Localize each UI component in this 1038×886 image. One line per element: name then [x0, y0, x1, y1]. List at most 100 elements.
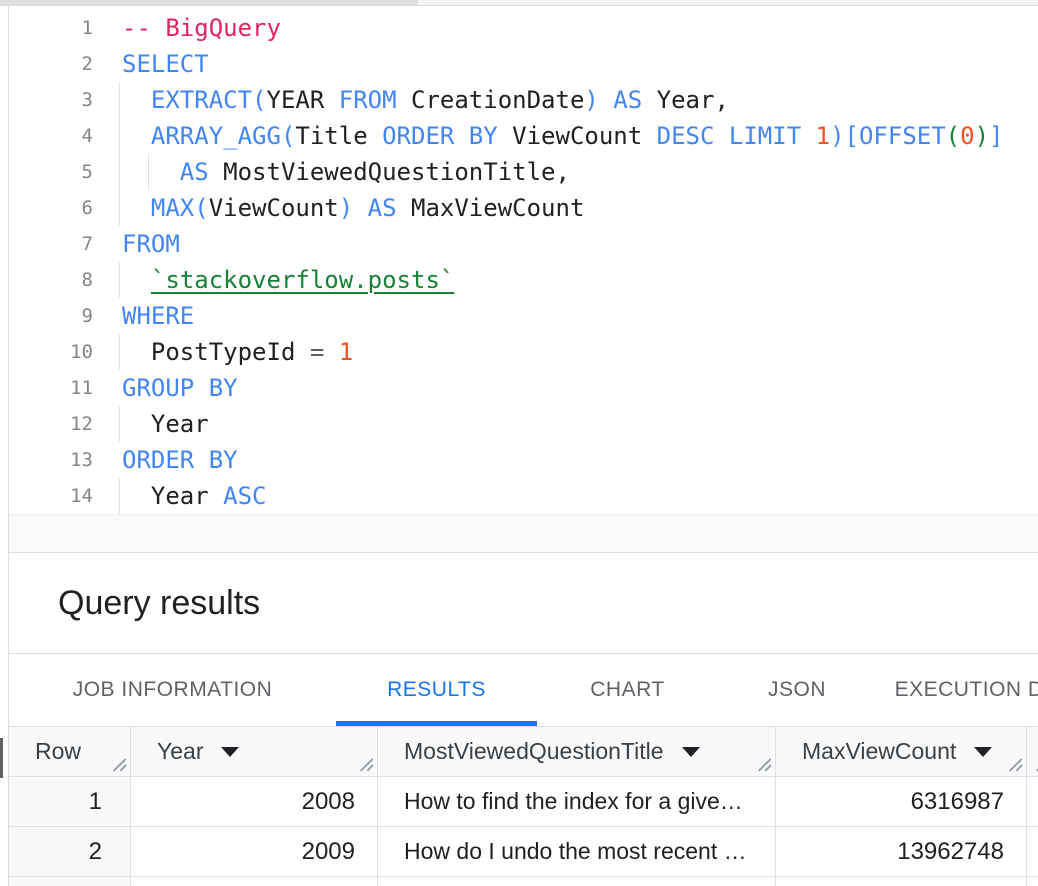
table-reference-link[interactable]: `stackoverflow.posts`: [150, 266, 455, 294]
code-text: WHERE: [122, 298, 194, 334]
token-kw: AS: [613, 86, 643, 114]
token-id: [122, 266, 151, 294]
token-id: [368, 122, 382, 150]
token-kw: ARRAY_AGG(: [150, 122, 296, 150]
sql-editor[interactable]: 1 -- BigQuery 2 SELECT 3 EXTRACT(YEAR FROM C…: [9, 6, 1038, 553]
code-line[interactable]: 4 ARRAY_AGG(Title ORDER BY ViewCount DES…: [9, 118, 1038, 154]
resize-grip-icon[interactable]: [113, 759, 126, 772]
tab-job-information[interactable]: JOB INFORMATION: [72, 678, 273, 701]
left-edge-divider: [0, 0, 9, 886]
token-kw: AS: [179, 158, 209, 186]
code-text: AS MostViewedQuestionTitle,: [119, 154, 570, 190]
code-line[interactable]: 7 FROM: [9, 226, 1038, 262]
resize-grip-icon[interactable]: [360, 759, 373, 772]
column-header-maxviewcount[interactable]: MaxViewCount: [776, 727, 1027, 776]
token-num: 0: [960, 122, 975, 150]
caret-down-icon[interactable]: [681, 746, 700, 757]
code-line[interactable]: 6 MAX(ViewCount) AS MaxViewCount: [9, 190, 1038, 226]
line-number: 3: [81, 89, 93, 111]
code-line[interactable]: 5 AS MostViewedQuestionTitle,: [9, 154, 1038, 190]
token-grn: ): [974, 122, 990, 150]
table-cell: [9, 877, 131, 886]
token-kw: WHERE: [122, 302, 195, 330]
line-number: 1: [81, 17, 93, 39]
results-table: Row Year MostViewedQuestionTitle MaxViewCou…: [9, 727, 1038, 886]
token-id: PostTypeId: [150, 338, 310, 366]
tab-results[interactable]: RESULTS: [336, 654, 537, 726]
resize-grip-icon[interactable]: [1009, 759, 1022, 772]
token-kw: ): [338, 194, 354, 222]
indent-guide-line: [119, 406, 120, 442]
code-line[interactable]: 12 Year: [9, 406, 1038, 442]
code-line[interactable]: 11 GROUP BY: [9, 370, 1038, 406]
token-id: YEAR: [266, 86, 325, 114]
code-text: ARRAY_AGG(Title ORDER BY ViewCount DESC …: [119, 118, 1003, 154]
column-header-row[interactable]: Row: [9, 727, 131, 776]
column-header-mostviewedquestiontitle[interactable]: MostViewedQuestionTitle: [378, 727, 776, 776]
code-line[interactable]: 10 PostTypeId = 1: [9, 334, 1038, 370]
code-line[interactable]: 1 -- BigQuery: [9, 10, 1038, 46]
token-id: [122, 122, 151, 150]
tab-chart[interactable]: CHART: [590, 678, 665, 701]
resize-grip-icon[interactable]: [758, 759, 771, 772]
table-cell: 13962748: [776, 827, 1027, 876]
table-cell: [776, 877, 1027, 886]
line-number: 11: [70, 377, 93, 399]
table-cell: 1: [9, 777, 131, 826]
vertical-scrollbar-thumb[interactable]: [0, 738, 3, 778]
code-text: PostTypeId = 1: [119, 334, 354, 370]
line-number: 12: [70, 413, 93, 435]
token-kw: EXTRACT(: [150, 86, 267, 114]
token-id: [122, 338, 151, 366]
table-cell: [131, 877, 378, 886]
line-number: 14: [70, 485, 93, 507]
token-kw: ): [584, 86, 599, 114]
column-label: Row: [35, 738, 82, 764]
code-text: GROUP BY: [122, 370, 238, 406]
line-number: 8: [81, 269, 93, 291]
token-id: [122, 482, 151, 510]
results-tabs: JOB INFORMATION RESULTS CHART JSON EXECUTION…: [9, 654, 1038, 727]
query-results-header: Query results: [9, 553, 1038, 654]
code-line[interactable]: 8 `stackoverflow.posts`: [9, 262, 1038, 298]
token-kw: FROM: [338, 86, 397, 114]
column-header-extra[interactable]: [1027, 727, 1038, 776]
token-id: [801, 122, 815, 150]
column-label: MaxViewCount: [802, 738, 957, 764]
code-line[interactable]: 13 ORDER BY: [9, 442, 1038, 478]
tab-execution-details[interactable]: EXECUTION DETAILS: [894, 678, 1038, 701]
editor-empty-area: [9, 514, 1038, 552]
code-line[interactable]: 3 EXTRACT(YEAR FROM CreationDate) AS Yea…: [9, 82, 1038, 118]
table-cell: [1027, 827, 1038, 876]
token-id: [599, 86, 613, 114]
token-num: 1: [338, 338, 354, 366]
token-id: [122, 410, 151, 438]
line-number: 10: [70, 341, 93, 363]
table-row-partial: [9, 877, 1038, 886]
line-number: 4: [81, 125, 93, 147]
code-text: Year: [119, 406, 209, 442]
horizontal-scrollbar-thumb[interactable]: [0, 0, 418, 5]
table-row: 1 2008 How to find the index for a give… 63…: [9, 777, 1038, 827]
code-line[interactable]: 14 Year ASC: [9, 478, 1038, 514]
results-table-header: Row Year MostViewedQuestionTitle MaxViewCou…: [9, 727, 1038, 777]
code-line[interactable]: 2 SELECT: [9, 46, 1038, 82]
token-grn: (: [945, 122, 961, 150]
token-id: [122, 194, 151, 222]
token-id: Title: [295, 122, 368, 150]
code-text: FROM: [122, 226, 180, 262]
table-cell: How do I undo the most recent …: [378, 827, 776, 876]
token-id: Year: [150, 410, 209, 438]
caret-down-icon[interactable]: [221, 746, 240, 757]
code-line[interactable]: 9 WHERE: [9, 298, 1038, 334]
token-id: [353, 194, 367, 222]
code-text: ORDER BY: [122, 442, 238, 478]
horizontal-scrollbar-track[interactable]: [0, 0, 1038, 6]
token-kw: ORDER BY: [122, 446, 238, 474]
tab-json[interactable]: JSON: [767, 678, 826, 701]
column-header-year[interactable]: Year: [131, 727, 378, 776]
code-text: SELECT: [122, 46, 209, 82]
caret-down-icon[interactable]: [974, 746, 993, 757]
token-num: 1: [815, 122, 831, 150]
token-id: [122, 86, 151, 114]
